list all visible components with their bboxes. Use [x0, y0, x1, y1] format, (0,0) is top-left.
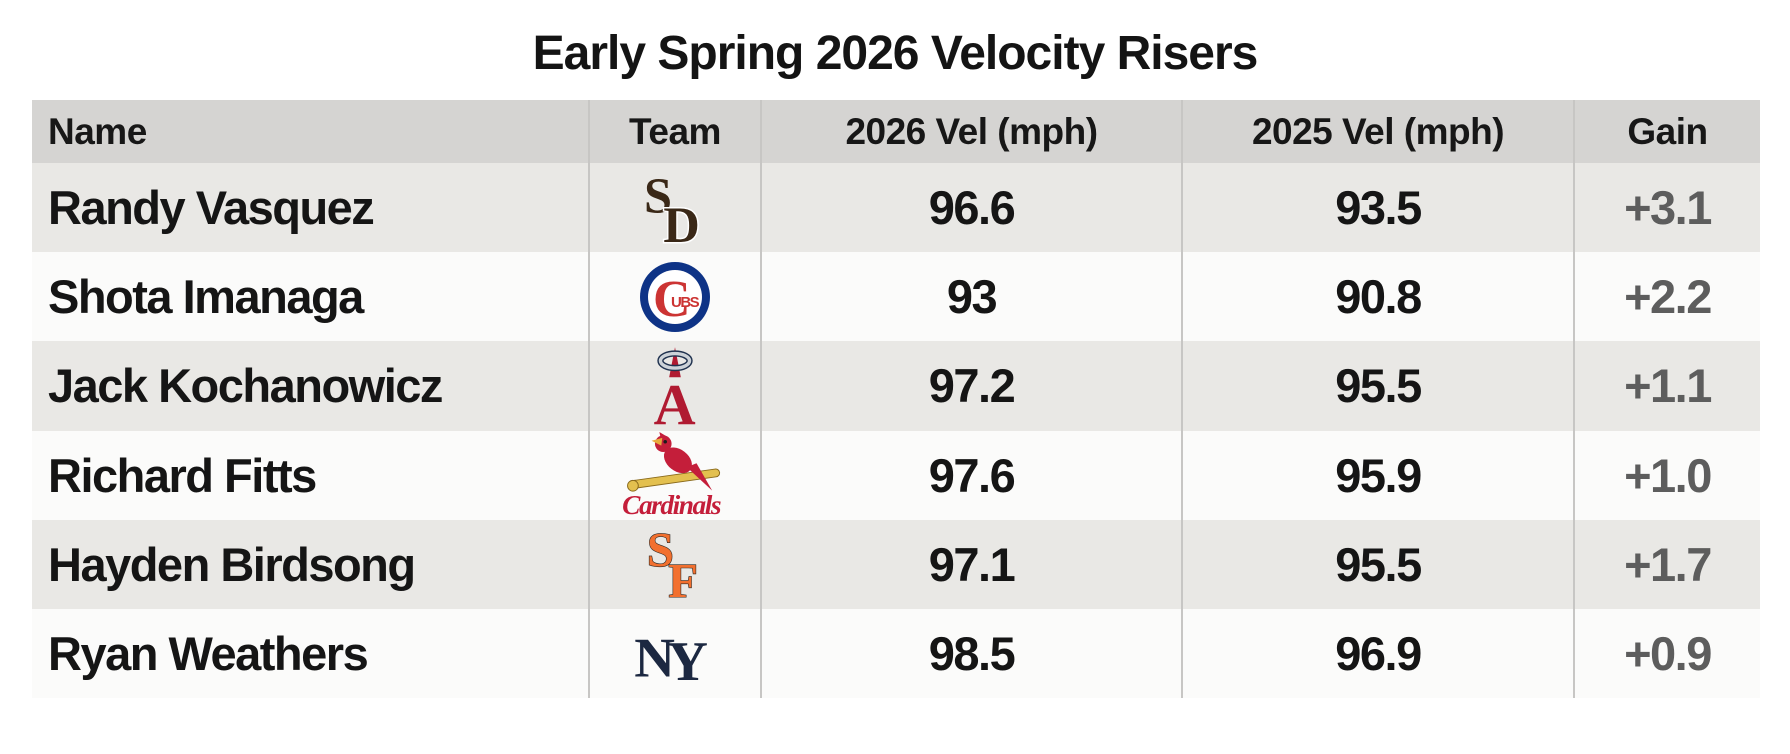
cubs-letters-ubs: UBS	[671, 294, 700, 311]
team-cell: S F	[588, 519, 760, 609]
vel-2025-value: 90.8	[1181, 252, 1573, 342]
bat	[629, 468, 721, 489]
giants-sf-logo-icon: S F	[646, 525, 698, 603]
padres-letter-d: D	[663, 197, 698, 246]
vel-2026-value: 96.6	[760, 163, 1181, 253]
bird-eye	[663, 440, 667, 444]
cubs-inner-disc	[648, 269, 702, 324]
table-row: Hayden Birdsong S F 97.1 95.5 +1.7	[32, 519, 1760, 609]
player-name: Richard Fitts	[48, 448, 317, 502]
table-row: Jack Kochanowicz A 97.2 95.5 +1.1	[32, 341, 1760, 431]
vel-2026-value: 97.1	[760, 519, 1181, 609]
gain-value: +1.1	[1573, 341, 1760, 431]
gain-value: +0.9	[1573, 608, 1760, 699]
column-header-2026-vel: 2026 Vel (mph)	[760, 100, 1181, 163]
vel-2025-value: 95.5	[1181, 341, 1573, 431]
team-cell: Cardinals	[588, 430, 760, 520]
gain-value: +1.7	[1573, 519, 1760, 609]
bat-knob	[627, 480, 639, 492]
angels-letter-a: A	[654, 372, 696, 428]
yankees-letter-n: N	[634, 627, 674, 688]
cardinal-bird	[654, 432, 713, 491]
giants-letter-s: S	[647, 525, 673, 577]
player-name: Ryan Weathers	[48, 627, 369, 681]
cubs-logo-icon: C UBS	[640, 261, 710, 332]
cardinals-script-text: Cardinals	[622, 490, 721, 519]
angels-halo-logo-icon: A	[654, 347, 697, 428]
table-row: Randy Vasquez S D 96.6 93.5 +3.1	[32, 163, 1760, 253]
vel-2025-value: 95.9	[1181, 430, 1573, 520]
cardinals-bird-on-bat-logo-icon: Cardinals	[622, 432, 722, 520]
team-cell: N Y	[588, 608, 760, 699]
table-header-row: Name Team 2026 Vel (mph) 2025 Vel (mph) …	[32, 100, 1760, 163]
player-name: Hayden Birdsong	[48, 537, 416, 591]
gain-value: +2.2	[1573, 252, 1760, 342]
team-cell: A	[588, 341, 760, 431]
team-cell: C UBS	[588, 252, 760, 342]
vel-2025-value: 95.5	[1181, 519, 1573, 609]
column-header-gain: Gain	[1573, 100, 1760, 163]
player-name: Shota Imanaga	[48, 270, 364, 324]
padres-sd-logo-icon: S D	[644, 170, 701, 246]
cubs-letter-c: C	[653, 271, 689, 328]
padres-letter-s: S	[644, 170, 671, 224]
gain-value: +3.1	[1573, 163, 1760, 253]
player-name: Randy Vasquez	[48, 181, 375, 235]
player-name: Jack Kochanowicz	[48, 359, 443, 413]
vel-2026-value: 93	[760, 252, 1181, 342]
vel-2025-value: 96.9	[1181, 608, 1573, 699]
column-header-name: Name	[48, 110, 147, 152]
vel-2025-value: 93.5	[1181, 163, 1573, 253]
velocity-table: Name Team 2026 Vel (mph) 2025 Vel (mph) …	[32, 100, 1760, 699]
table-row: Shota Imanaga C UBS 93 90.8 +2.2	[32, 252, 1760, 342]
bird-beak	[651, 437, 663, 446]
yankees-letter-y: Y	[667, 631, 707, 688]
yankees-ny-logo-icon: N Y	[634, 627, 708, 688]
table-row: Ryan Weathers N Y 98.5 96.9 +0.9	[32, 608, 1760, 699]
vel-2026-value: 97.2	[760, 341, 1181, 431]
giants-letter-f: F	[668, 554, 696, 603]
team-cell: S D	[588, 163, 760, 253]
page-title: Early Spring 2026 Velocity Risers	[532, 27, 1259, 80]
vel-2026-value: 97.6	[760, 430, 1181, 520]
vel-2026-value: 98.5	[760, 608, 1181, 699]
column-header-team: Team	[588, 100, 760, 163]
gain-value: +1.0	[1573, 430, 1760, 520]
halo-silver	[658, 351, 692, 370]
column-header-2025-vel: 2025 Vel (mph)	[1181, 100, 1573, 163]
table-row: Richard Fitts Cardinals	[32, 430, 1760, 520]
